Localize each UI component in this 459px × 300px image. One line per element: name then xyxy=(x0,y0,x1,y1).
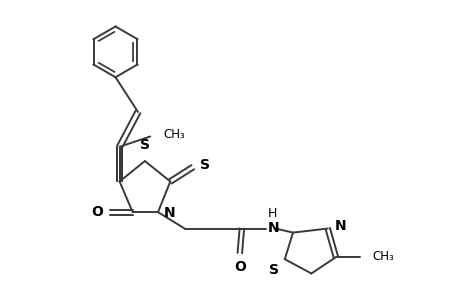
Text: S: S xyxy=(200,158,210,172)
Text: S: S xyxy=(140,138,150,152)
Text: CH₃: CH₃ xyxy=(163,128,185,141)
Text: N: N xyxy=(268,221,279,235)
Text: CH₃: CH₃ xyxy=(372,250,394,263)
Text: O: O xyxy=(91,205,103,219)
Text: N: N xyxy=(334,220,346,233)
Text: S: S xyxy=(268,263,278,277)
Text: N: N xyxy=(163,206,175,220)
Text: O: O xyxy=(233,260,245,274)
Text: H: H xyxy=(268,206,277,220)
